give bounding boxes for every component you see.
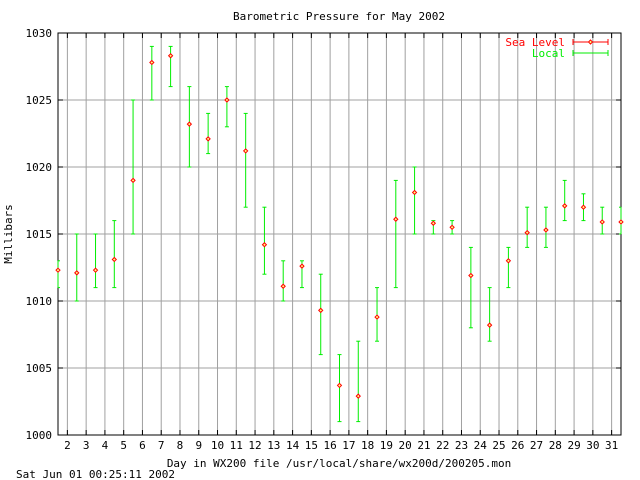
sea-level-point [393, 216, 399, 222]
x-tick-label: 25 [492, 439, 505, 452]
sea-level-series [55, 53, 624, 399]
x-tick-label: 17 [342, 439, 355, 452]
y-axis-label: Millibars [2, 204, 15, 264]
x-tick-label: 29 [567, 439, 580, 452]
sea-level-point [599, 219, 605, 225]
sea-level-point [149, 59, 155, 66]
axis-ticks [58, 32, 621, 436]
x-tick-label: 4 [102, 439, 109, 452]
sea-level-point [205, 136, 211, 142]
x-tick-labels: 2 3 4 5 6 7 8 9 10 11 12 13 14 15 16 17 18 19 20 21 22 23 24 25… [64, 439, 618, 452]
sea-level-point [74, 270, 80, 276]
legend-key-local [572, 50, 609, 56]
sea-level-point [186, 121, 193, 127]
x-tick-label: 8 [177, 439, 184, 452]
y-tick-label: 1020 [26, 161, 53, 174]
legend-key-point [587, 39, 594, 45]
sea-level-point [486, 322, 493, 328]
sea-level-point [130, 177, 136, 184]
sea-level-point [280, 283, 286, 289]
x-tick-label: 11 [230, 439, 243, 452]
footer-timestamp: Sat Jun 01 00:25:11 2002 [16, 468, 175, 480]
sea-level-point [411, 189, 418, 196]
x-tick-label: 16 [323, 439, 336, 452]
sea-level-point [111, 256, 118, 263]
sea-level-point [355, 393, 361, 399]
sea-level-point [561, 203, 568, 209]
legend-label-sea-level: Sea Level [505, 36, 565, 49]
x-tick-label: 2 [64, 439, 71, 452]
sea-level-point [580, 204, 587, 210]
y-tick-labels: 1000 1005 1010 1015 1020 1025 1030 [26, 27, 53, 442]
x-tick-label: 26 [511, 439, 524, 452]
x-tick-label: 15 [305, 439, 318, 452]
legend-key-sea-level [572, 39, 609, 45]
x-tick-label: 6 [139, 439, 146, 452]
sea-level-point [374, 314, 380, 320]
x-tick-label: 27 [530, 439, 543, 452]
x-tick-label: 24 [474, 439, 488, 452]
x-tick-label: 20 [399, 439, 412, 452]
x-tick-label: 12 [248, 439, 261, 452]
sea-level-point [430, 220, 437, 226]
x-tick-label: 9 [195, 439, 202, 452]
x-tick-label: 10 [211, 439, 224, 452]
x-tick-label: 3 [83, 439, 90, 452]
legend: Sea Level Local [505, 36, 609, 60]
sea-level-point [336, 382, 343, 389]
x-tick-label: 22 [436, 439, 449, 452]
x-tick-label: 31 [605, 439, 618, 452]
y-tick-label: 1015 [26, 228, 53, 241]
x-tick-label: 21 [417, 439, 430, 452]
grid-lines [58, 33, 621, 435]
sea-level-point [618, 219, 624, 225]
x-tick-label: 19 [380, 439, 393, 452]
sea-level-point [242, 148, 249, 154]
y-tick-label: 1010 [26, 295, 53, 308]
y-tick-label: 1025 [26, 94, 53, 107]
x-tick-label: 18 [361, 439, 374, 452]
sea-level-point [224, 97, 230, 103]
x-tick-label: 23 [455, 439, 468, 452]
x-tick-label: 30 [586, 439, 599, 452]
chart-title: Barometric Pressure for May 2002 [233, 10, 445, 23]
x-tick-label: 14 [286, 439, 300, 452]
sea-level-point [449, 224, 455, 231]
sea-level-point [543, 227, 549, 233]
y-tick-label: 1000 [26, 429, 53, 442]
sea-level-point [92, 267, 99, 273]
sea-level-point [167, 53, 174, 59]
sea-level-point [468, 272, 474, 279]
x-axis-label: Day in WX200 file /usr/local/share/wx200… [167, 457, 511, 470]
sea-level-point [55, 267, 61, 273]
sea-level-point [261, 242, 268, 248]
x-tick-label: 28 [549, 439, 562, 452]
x-tick-label: 7 [158, 439, 165, 452]
y-tick-label: 1005 [26, 362, 53, 375]
x-tick-label: 13 [267, 439, 280, 452]
y-tick-label: 1030 [26, 27, 53, 40]
local-series [57, 45, 622, 423]
sea-level-point [524, 229, 530, 236]
x-tick-label: 5 [120, 439, 127, 452]
sea-level-point [299, 263, 305, 269]
sea-level-point [505, 258, 512, 264]
sea-level-point [318, 307, 324, 314]
legend-label-local: Local [532, 47, 565, 60]
